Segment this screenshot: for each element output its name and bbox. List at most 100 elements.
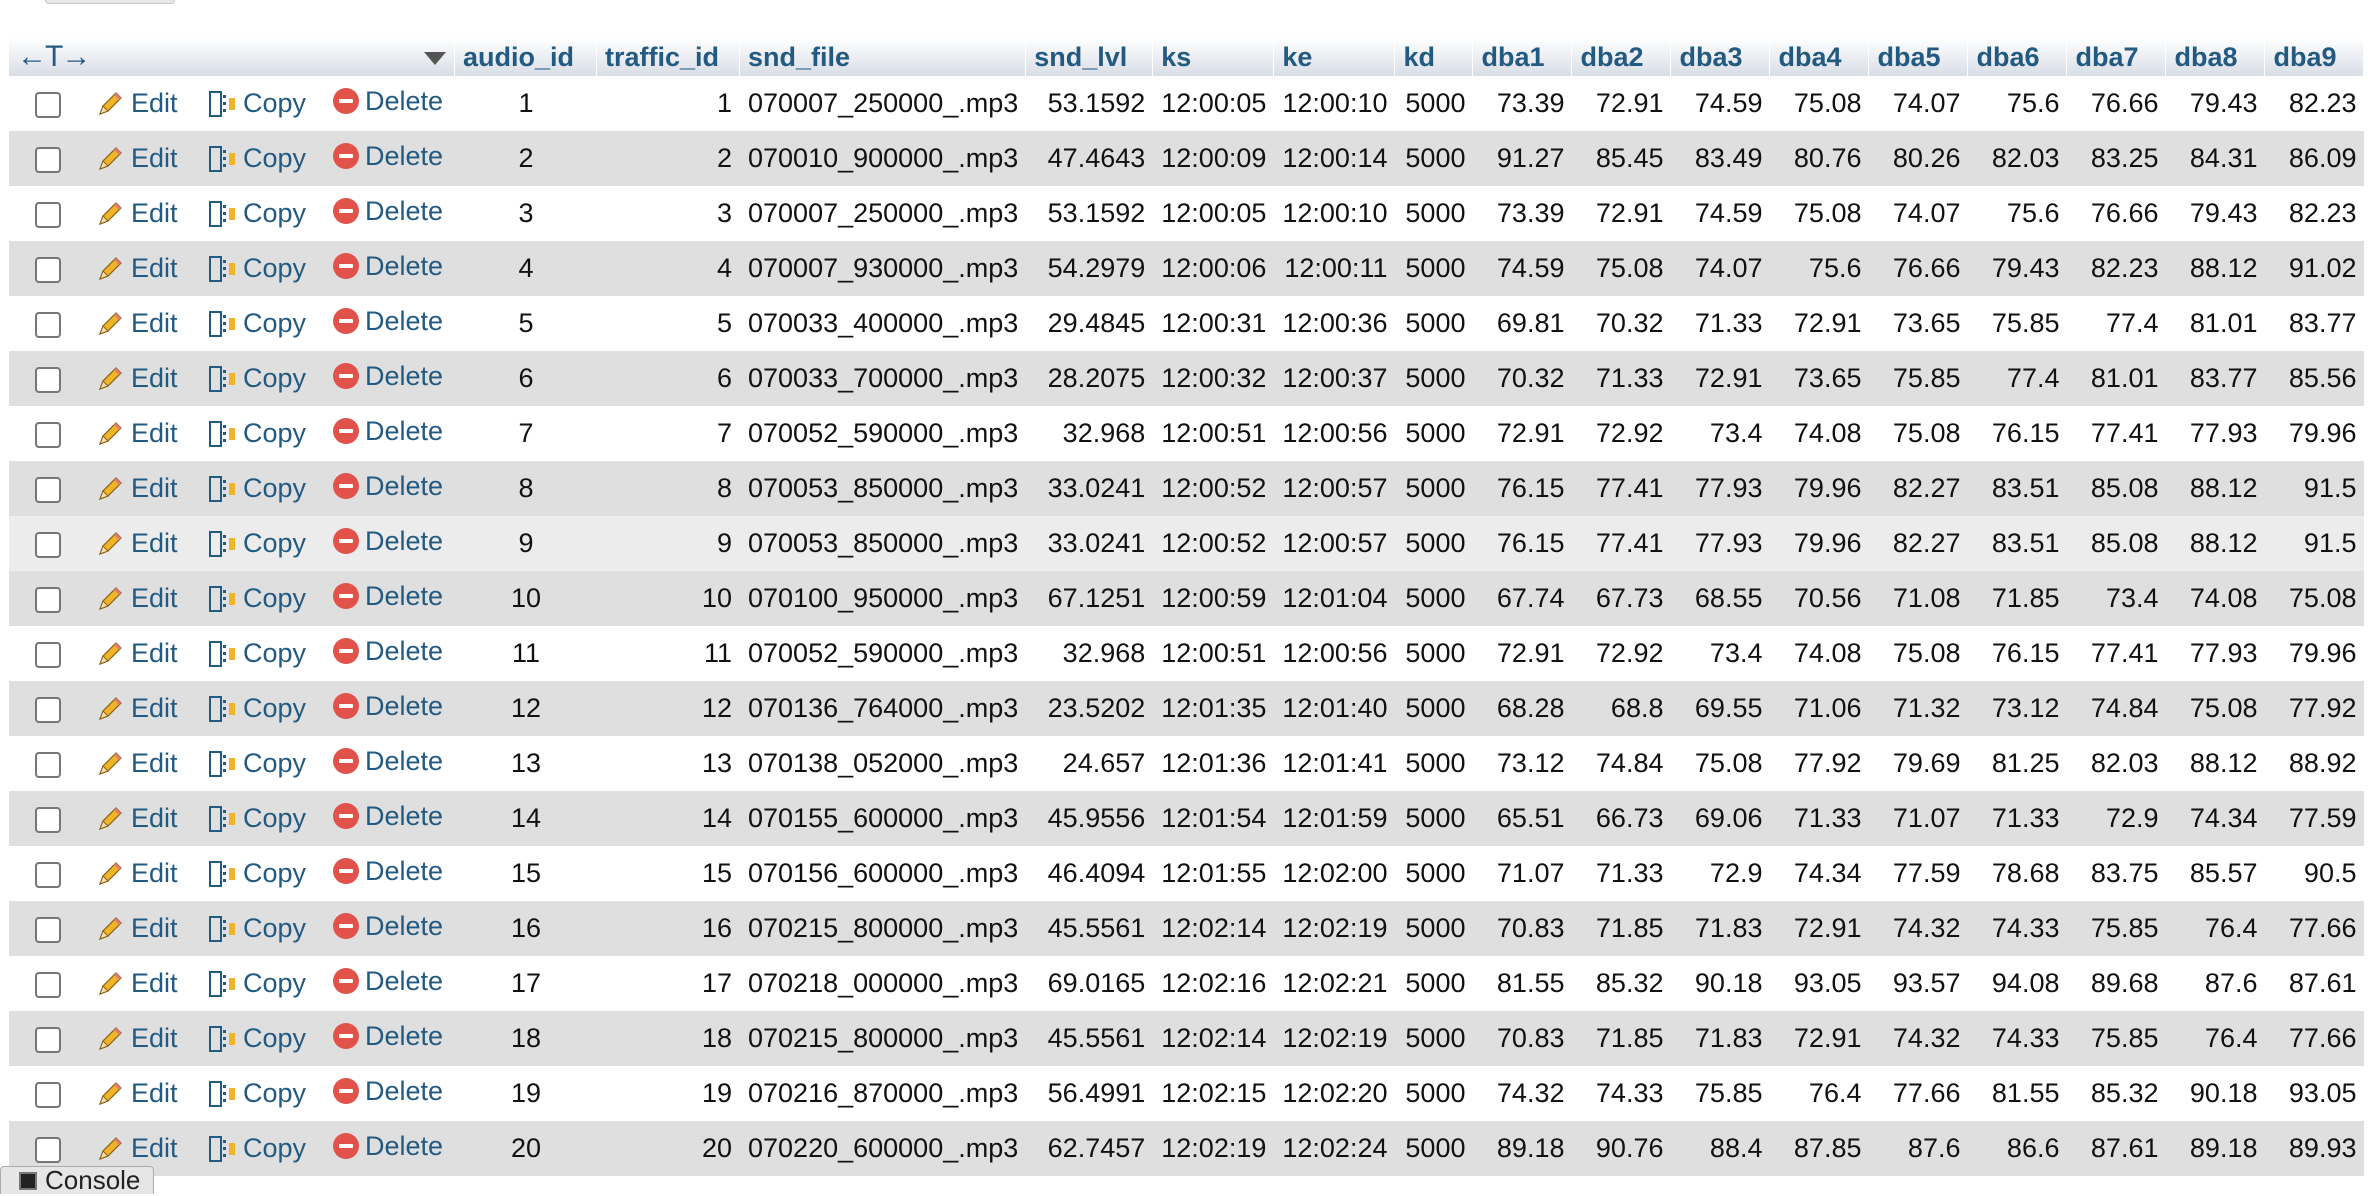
col-header-ks[interactable]: ks xyxy=(1153,38,1275,76)
cell-dba4[interactable]: 72.91 xyxy=(1770,296,1870,351)
cell-kd[interactable]: 5000 xyxy=(1395,296,1474,351)
cell-dba4[interactable]: 72.91 xyxy=(1770,1011,1870,1066)
cell-dba6[interactable]: 94.08 xyxy=(1968,956,2068,1011)
cell-dba3[interactable]: 72.91 xyxy=(1671,351,1771,406)
cell-dba2[interactable]: 71.33 xyxy=(1572,351,1672,406)
col-header-snd_file[interactable]: snd_file xyxy=(740,38,1027,76)
cell-dba7[interactable]: 76.66 xyxy=(2067,186,2167,241)
cell-dba3[interactable]: 88.4 xyxy=(1671,1121,1771,1176)
cell-audio_id[interactable]: 12 xyxy=(455,681,597,736)
cell-dba8[interactable]: 77.93 xyxy=(2166,626,2266,681)
cell-dba3[interactable]: 71.33 xyxy=(1671,296,1771,351)
cell-dba7[interactable]: 89.68 xyxy=(2067,956,2167,1011)
edit-link[interactable]: Edit xyxy=(95,473,178,505)
cell-snd_file[interactable]: 070053_850000_.mp3 xyxy=(740,461,1027,516)
cell-snd_file[interactable]: 070218_000000_.mp3 xyxy=(740,956,1027,1011)
row-checkbox[interactable] xyxy=(35,971,61,998)
cell-kd[interactable]: 5000 xyxy=(1395,736,1474,791)
cell-traffic_id[interactable]: 12 xyxy=(597,681,740,736)
cell-ke[interactable]: 12:01:04 xyxy=(1274,571,1396,626)
copy-link[interactable]: Copy xyxy=(207,1133,306,1165)
cell-ks[interactable]: 12:00:51 xyxy=(1153,406,1275,461)
cell-dba7[interactable]: 75.85 xyxy=(2067,901,2167,956)
cell-snd_file[interactable]: 070215_800000_.mp3 xyxy=(740,901,1027,956)
cell-dba8[interactable]: 83.77 xyxy=(2166,351,2266,406)
copy-link[interactable]: Copy xyxy=(207,858,306,890)
cell-traffic_id[interactable]: 10 xyxy=(597,571,740,626)
delete-link[interactable]: Delete xyxy=(333,416,443,447)
col-header-dba9[interactable]: dba9 xyxy=(2265,38,2365,76)
edit-link[interactable]: Edit xyxy=(95,693,178,725)
cell-snd_lvl[interactable]: 47.4643 xyxy=(1026,131,1154,186)
cell-snd_lvl[interactable]: 45.5561 xyxy=(1026,1011,1154,1066)
cell-audio_id[interactable]: 1 xyxy=(455,76,597,131)
delete-link[interactable]: Delete xyxy=(333,966,443,997)
cell-dba6[interactable]: 81.25 xyxy=(1968,736,2068,791)
cell-traffic_id[interactable]: 8 xyxy=(597,461,740,516)
cell-dba5[interactable]: 74.32 xyxy=(1869,1011,1969,1066)
cell-traffic_id[interactable]: 15 xyxy=(597,846,740,901)
copy-link[interactable]: Copy xyxy=(207,198,306,230)
cell-snd_file[interactable]: 070007_250000_.mp3 xyxy=(740,76,1027,131)
cell-dba5[interactable]: 80.26 xyxy=(1869,131,1969,186)
cell-snd_lvl[interactable]: 45.9556 xyxy=(1026,791,1154,846)
cell-dba3[interactable]: 75.08 xyxy=(1671,736,1771,791)
cell-ke[interactable]: 12:00:11 xyxy=(1274,241,1396,296)
copy-link[interactable]: Copy xyxy=(207,363,306,395)
cell-ke[interactable]: 12:00:37 xyxy=(1274,351,1396,406)
cell-dba9[interactable]: 91.5 xyxy=(2265,516,2365,571)
copy-link[interactable]: Copy xyxy=(207,473,306,505)
cell-dba1[interactable]: 73.12 xyxy=(1473,736,1573,791)
cell-kd[interactable]: 5000 xyxy=(1395,901,1474,956)
cell-snd_lvl[interactable]: 23.5202 xyxy=(1026,681,1154,736)
cell-dba6[interactable]: 73.12 xyxy=(1968,681,2068,736)
cell-dba5[interactable]: 74.32 xyxy=(1869,901,1969,956)
edit-link[interactable]: Edit xyxy=(95,528,178,560)
cell-ks[interactable]: 12:00:31 xyxy=(1153,296,1275,351)
cell-dba2[interactable]: 71.85 xyxy=(1572,901,1672,956)
cell-snd_file[interactable]: 070053_850000_.mp3 xyxy=(740,516,1027,571)
cell-dba9[interactable]: 82.23 xyxy=(2265,76,2365,131)
cell-dba1[interactable]: 91.27 xyxy=(1473,131,1573,186)
cell-traffic_id[interactable]: 19 xyxy=(597,1066,740,1121)
cell-dba7[interactable]: 77.4 xyxy=(2067,296,2167,351)
cell-dba8[interactable]: 85.57 xyxy=(2166,846,2266,901)
cell-snd_lvl[interactable]: 53.1592 xyxy=(1026,186,1154,241)
delete-link[interactable]: Delete xyxy=(333,86,443,117)
cell-dba3[interactable]: 68.55 xyxy=(1671,571,1771,626)
cell-dba4[interactable]: 80.76 xyxy=(1770,131,1870,186)
delete-link[interactable]: Delete xyxy=(333,196,443,227)
cell-dba5[interactable]: 75.08 xyxy=(1869,406,1969,461)
cell-dba3[interactable]: 75.85 xyxy=(1671,1066,1771,1121)
cell-ke[interactable]: 12:01:59 xyxy=(1274,791,1396,846)
cell-dba8[interactable]: 79.43 xyxy=(2166,186,2266,241)
row-checkbox[interactable] xyxy=(35,696,61,723)
cell-dba9[interactable]: 83.77 xyxy=(2265,296,2365,351)
cell-dba1[interactable]: 73.39 xyxy=(1473,76,1573,131)
cell-ks[interactable]: 12:02:15 xyxy=(1153,1066,1275,1121)
cell-dba7[interactable]: 82.23 xyxy=(2067,241,2167,296)
cell-dba7[interactable]: 87.61 xyxy=(2067,1121,2167,1176)
delete-link[interactable]: Delete xyxy=(333,141,443,172)
cell-dba6[interactable]: 83.51 xyxy=(1968,516,2068,571)
cell-dba8[interactable]: 90.18 xyxy=(2166,1066,2266,1121)
cell-dba2[interactable]: 71.33 xyxy=(1572,846,1672,901)
delete-link[interactable]: Delete xyxy=(333,471,443,502)
cell-kd[interactable]: 5000 xyxy=(1395,1066,1474,1121)
copy-link[interactable]: Copy xyxy=(207,913,306,945)
cell-dba1[interactable]: 65.51 xyxy=(1473,791,1573,846)
delete-link[interactable]: Delete xyxy=(333,581,443,612)
cell-snd_file[interactable]: 070100_950000_.mp3 xyxy=(740,571,1027,626)
row-checkbox[interactable] xyxy=(35,91,61,118)
cell-dba1[interactable]: 72.91 xyxy=(1473,626,1573,681)
cell-dba1[interactable]: 69.81 xyxy=(1473,296,1573,351)
row-checkbox[interactable] xyxy=(35,1081,61,1108)
cell-dba9[interactable]: 77.92 xyxy=(2265,681,2365,736)
cell-audio_id[interactable]: 14 xyxy=(455,791,597,846)
cell-snd_lvl[interactable]: 53.1592 xyxy=(1026,76,1154,131)
cell-dba1[interactable]: 73.39 xyxy=(1473,186,1573,241)
col-header-kd[interactable]: kd xyxy=(1395,38,1474,76)
cell-traffic_id[interactable]: 18 xyxy=(597,1011,740,1066)
cell-dba8[interactable]: 88.12 xyxy=(2166,241,2266,296)
cell-dba3[interactable]: 74.59 xyxy=(1671,186,1771,241)
